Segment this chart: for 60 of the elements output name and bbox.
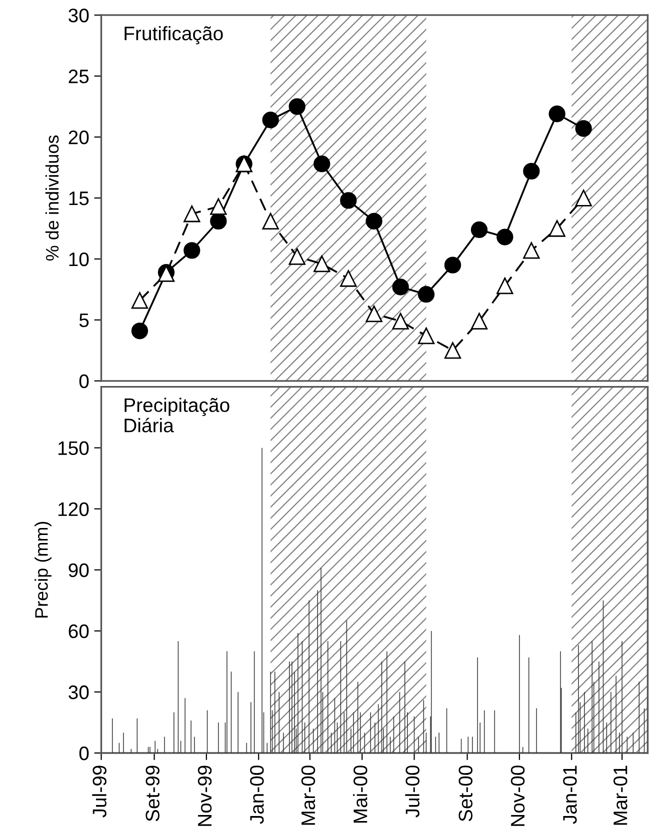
point (392, 278, 409, 296)
y-tick-label: 15 (69, 192, 89, 206)
point (288, 248, 306, 265)
text: Frutificação (124, 26, 223, 44)
y-axis-title: Precip (mm) (34, 522, 52, 618)
x-tick-label: Jan-00 (250, 766, 264, 824)
x-tick-label: Jul-99 (92, 766, 106, 818)
point (184, 206, 200, 222)
point (210, 198, 227, 215)
point (523, 162, 540, 180)
y-tick-label: 0 (79, 746, 89, 760)
text: Precipitação Diária (124, 398, 230, 432)
x-tick-label: Mai-00 (353, 766, 368, 823)
point (523, 242, 540, 259)
point (444, 256, 462, 274)
y-tick-label: 90 (68, 563, 89, 578)
point (444, 342, 462, 359)
x-tick-label: Mar-01 (613, 766, 628, 825)
point (262, 112, 279, 128)
x-tick-label: Nov-00 (510, 766, 525, 826)
point (496, 277, 514, 294)
y-tick-label: 120 (58, 502, 89, 516)
y-tick-label: 20 (68, 130, 89, 144)
point (131, 322, 148, 340)
x-tick-label: Jan-01 (563, 766, 577, 824)
point (418, 286, 435, 303)
point (548, 106, 566, 122)
point (418, 327, 435, 344)
point (288, 98, 306, 115)
point (366, 212, 382, 230)
y-tick-label: 5 (79, 314, 89, 328)
point (131, 292, 148, 309)
y-tick-label: 150 (58, 441, 89, 456)
x-tick-label: Mar-00 (301, 766, 316, 825)
x-tick-label: Set-00 (458, 766, 472, 822)
point (314, 156, 330, 172)
y-axis-title: % de individuos (45, 135, 59, 261)
x-tick-label: Jul-00 (405, 766, 420, 818)
x-tick-label: Set-99 (146, 766, 160, 822)
point (340, 192, 357, 209)
point (392, 312, 409, 330)
point (470, 221, 488, 238)
point (575, 120, 592, 137)
point (496, 228, 514, 246)
point (184, 242, 200, 259)
x-tick-label: Nov-99 (198, 766, 212, 826)
point (262, 212, 279, 230)
point (340, 270, 357, 287)
y-tick-label: 60 (68, 624, 89, 638)
point (314, 256, 330, 272)
point (470, 312, 488, 330)
point (366, 306, 382, 322)
y-tick-label: 0 (79, 374, 89, 388)
point (210, 212, 227, 230)
point (548, 220, 566, 237)
point (575, 190, 592, 206)
y-tick-label: 30 (68, 8, 89, 22)
y-tick-label: 10 (69, 252, 89, 266)
y-tick-label: 30 (68, 685, 89, 700)
y-tick-label: 25 (68, 70, 89, 84)
